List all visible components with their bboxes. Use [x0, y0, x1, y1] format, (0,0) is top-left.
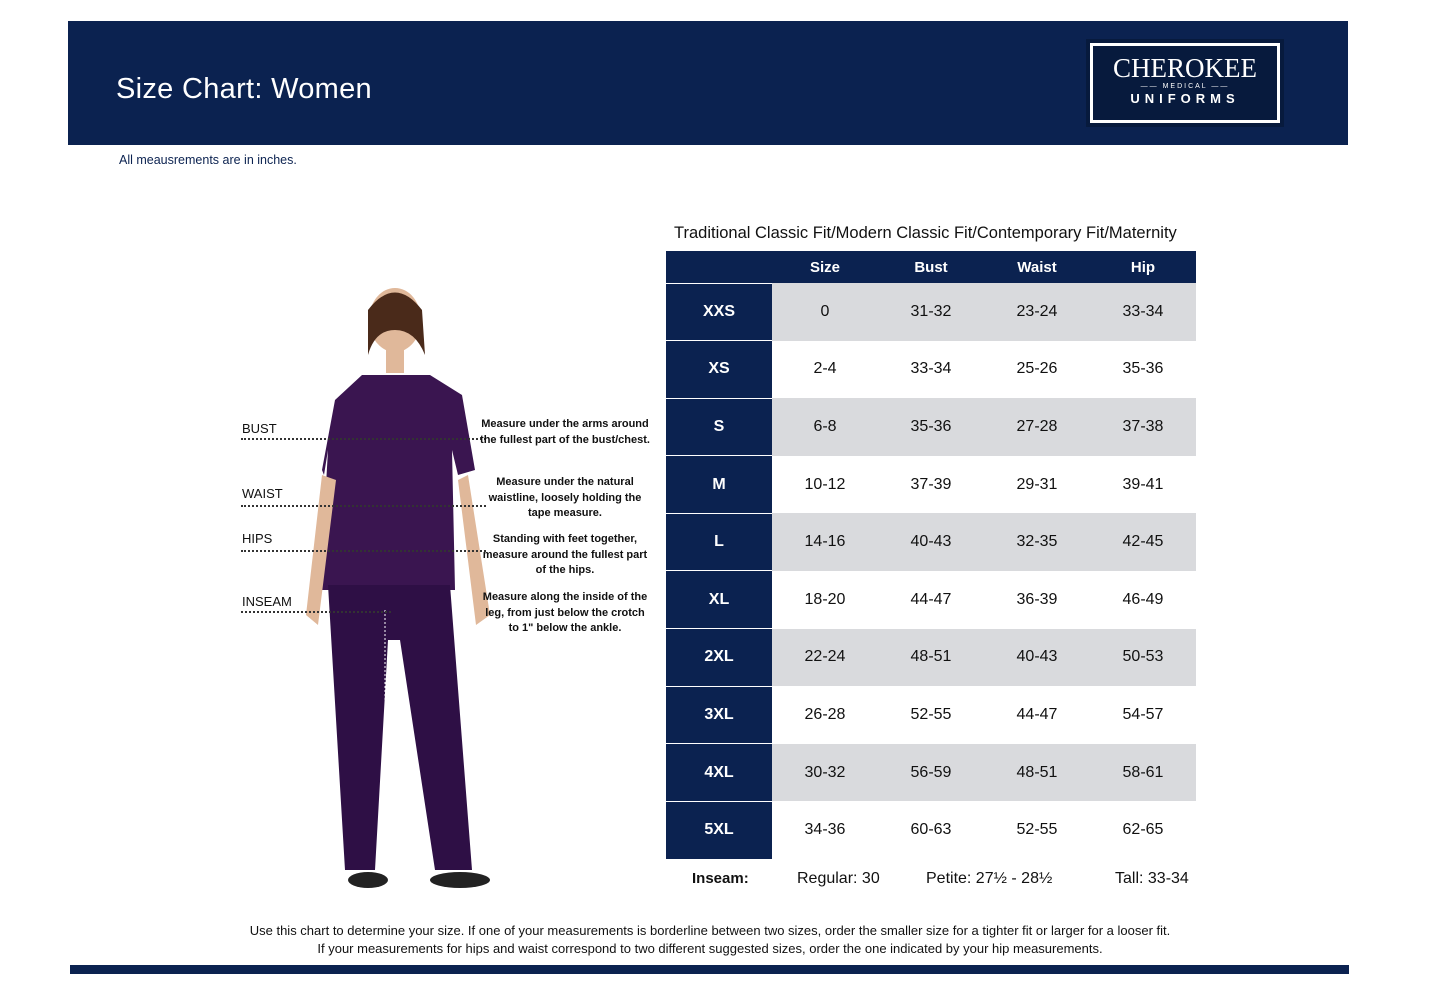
- table-cell: 54-57: [1122, 705, 1164, 723]
- inseam-line: [241, 611, 391, 613]
- size-label: 5XL: [666, 800, 772, 859]
- table-cell: 44-47: [910, 590, 952, 608]
- table-cell: 52-55: [1016, 821, 1058, 839]
- table-row: XS 2-4 33-34 25-26 35-36: [666, 340, 1196, 399]
- table-cell: 14-16: [772, 513, 878, 571]
- inseam-regular: Regular: 30: [797, 870, 880, 887]
- bust-line: [241, 438, 486, 440]
- logo-brand: CHEROKEE: [1113, 53, 1257, 83]
- bust-label: BUST: [242, 421, 277, 436]
- table-cell: 36-39: [1016, 590, 1058, 608]
- size-label: L: [666, 512, 772, 571]
- table-row: 4XL 30-32 56-59 48-51 58-61: [666, 743, 1196, 802]
- table-cell: 52-55: [910, 705, 952, 723]
- header-cell: Size: [772, 251, 878, 283]
- table-row: 2XL 22-24 48-51 40-43 50-53: [666, 628, 1196, 687]
- table-cell: 46-49: [1122, 590, 1164, 608]
- table-cell: 42-45: [1090, 513, 1196, 571]
- table-cell: 26-28: [804, 705, 846, 723]
- hips-desc: Standing with feet together, measure aro…: [482, 533, 648, 576]
- cherokee-logo: CHEROKEE —— MEDICAL —— UNIFORMS: [1086, 39, 1284, 127]
- table-cell: 44-47: [1016, 705, 1058, 723]
- bust-desc: Measure under the arms around the fulles…: [480, 418, 650, 446]
- hips-label: HIPS: [242, 531, 273, 546]
- inseam-title: Inseam:: [692, 870, 749, 887]
- size-label: S: [666, 397, 772, 456]
- table-cell: 0: [772, 283, 878, 341]
- size-label: XS: [666, 340, 772, 399]
- table-cell: 6-8: [772, 398, 878, 456]
- table-cell: 60-63: [910, 821, 952, 839]
- table-cell: 31-32: [878, 283, 984, 341]
- table-cell: 37-38: [1090, 398, 1196, 456]
- table-cell: 56-59: [878, 743, 984, 802]
- units-note: All meausrements are in inches.: [119, 153, 297, 167]
- header-cell: Waist: [984, 251, 1090, 283]
- waist-line: [241, 505, 486, 507]
- size-label: 4XL: [666, 743, 772, 802]
- size-label: M: [666, 455, 772, 514]
- header-cell: Hip: [1090, 251, 1196, 283]
- table-cell: 39-41: [1122, 475, 1164, 493]
- size-label: XL: [666, 570, 772, 629]
- table-row: M 10-12 37-39 29-31 39-41: [666, 455, 1196, 514]
- inseam-petite: Petite: 27½ - 28½: [926, 870, 1053, 887]
- model-figure: [306, 288, 490, 888]
- footer-line: Use this chart to determine your size. I…: [249, 923, 1171, 938]
- table-title: Traditional Classic Fit/Modern Classic F…: [674, 224, 1177, 242]
- table-row: XL 18-20 44-47 36-39 46-49: [666, 570, 1196, 629]
- footer-bar: [70, 965, 1349, 974]
- inseam-desc: Measure along the inside of the leg, fro…: [482, 591, 648, 634]
- page-title: Size Chart: Women: [116, 73, 372, 105]
- table-row: 5XL 34-36 60-63 52-55 62-65: [666, 800, 1196, 859]
- size-label: XXS: [666, 282, 772, 341]
- logo-line: UNIFORMS: [1130, 91, 1240, 106]
- table-cell: 25-26: [1016, 360, 1058, 378]
- footer-note: Use this chart to determine your size. I…: [0, 922, 1420, 958]
- table-cell: 40-43: [878, 513, 984, 571]
- table-cell: 23-24: [984, 283, 1090, 341]
- table-cell: 48-51: [878, 628, 984, 687]
- inseam-label: INSEAM: [242, 594, 292, 609]
- table-row: 3XL 26-28 52-55 44-47 54-57: [666, 685, 1196, 744]
- table-cell: 10-12: [804, 475, 846, 493]
- header-banner: Size Chart: Women CHEROKEE —— MEDICAL ——…: [68, 21, 1348, 145]
- footer-line: If your measurements for hips and waist …: [317, 941, 1103, 956]
- table-cell: 62-65: [1122, 821, 1164, 839]
- table-cell: 33-34: [1090, 283, 1196, 341]
- size-label: 3XL: [666, 685, 772, 744]
- table-cell: 35-36: [1122, 360, 1164, 378]
- header-cell: [666, 251, 772, 283]
- table-cell: 33-34: [910, 360, 952, 378]
- table-cell: 27-28: [984, 398, 1090, 456]
- table-cell: 34-36: [804, 821, 846, 839]
- size-label: 2XL: [666, 628, 772, 687]
- table-cell: 32-35: [984, 513, 1090, 571]
- table-row: XXS 0 31-32 23-24 33-34: [666, 282, 1196, 341]
- waist-desc: Measure under the natural waistline, loo…: [488, 476, 642, 519]
- table-row: S 6-8 35-36 27-28 37-38: [666, 397, 1196, 456]
- table-row: L 14-16 40-43 32-35 42-45: [666, 512, 1196, 571]
- header-cell: Bust: [878, 251, 984, 283]
- logo-sub: —— MEDICAL ——: [1140, 83, 1230, 90]
- waist-label: WAIST: [242, 486, 283, 501]
- table-cell: 48-51: [984, 743, 1090, 802]
- table-cell: 58-61: [1090, 743, 1196, 802]
- table-cell: 37-39: [910, 475, 952, 493]
- table-cell: 29-31: [1016, 475, 1058, 493]
- table-cell: 22-24: [772, 628, 878, 687]
- size-table: Size Bust Waist Hip XXS 0 31-32 23-24 33-34 X…: [666, 251, 1196, 859]
- table-cell: 40-43: [984, 628, 1090, 687]
- table-cell: 30-32: [772, 743, 878, 802]
- table-header: Size Bust Waist Hip: [666, 251, 1196, 283]
- table-cell: 50-53: [1090, 628, 1196, 687]
- table-cell: 35-36: [878, 398, 984, 456]
- hips-line: [241, 550, 486, 552]
- inseam-tall: Tall: 33-34: [1115, 870, 1189, 887]
- table-cell: 2-4: [813, 360, 837, 378]
- table-cell: 18-20: [804, 590, 846, 608]
